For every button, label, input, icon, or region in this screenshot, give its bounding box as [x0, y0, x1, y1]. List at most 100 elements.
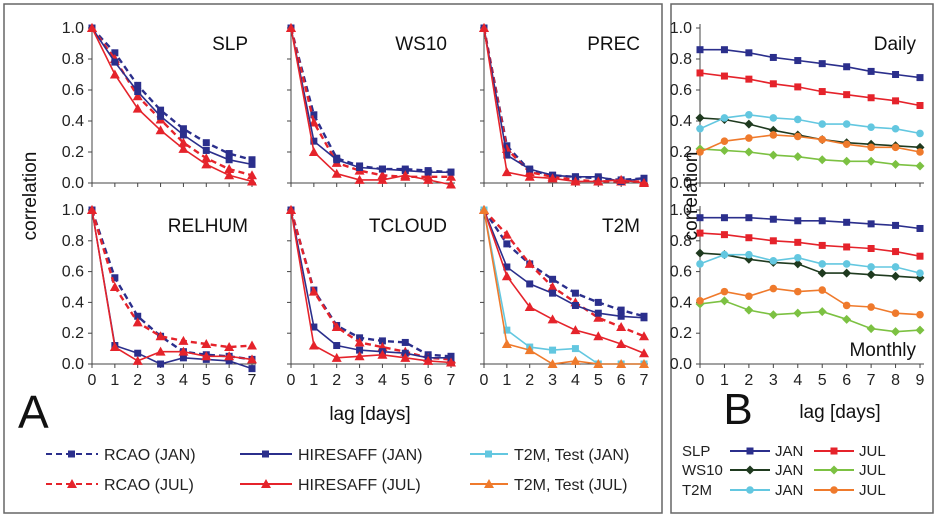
data-point [916, 102, 924, 109]
series-path [699, 252, 921, 279]
x-tick-label: 7 [640, 372, 649, 389]
data-point [818, 260, 827, 268]
series-path [699, 134, 921, 153]
data-point [769, 53, 777, 61]
data-point [503, 240, 511, 248]
x-tick-label: 1 [502, 372, 511, 389]
data-point [891, 159, 901, 169]
data-point [745, 75, 753, 83]
data-point [744, 147, 754, 157]
y-tick-label: 0.2 [62, 325, 84, 342]
data-point [132, 317, 143, 327]
data-point [818, 217, 826, 225]
x-axis-title-b: lag [days] [799, 402, 880, 423]
data-point [111, 58, 119, 66]
data-point [745, 49, 753, 57]
legend-b-var: SLP [682, 443, 710, 460]
data-point [818, 241, 826, 249]
legend-b-var: T2M [682, 482, 712, 499]
data-point [696, 148, 704, 156]
x-tick-label: 6 [225, 372, 234, 389]
legend-a-item: T2M, Test (JUL) [470, 477, 628, 494]
legend-a-item: HIRESAFF (JUL) [240, 477, 421, 494]
data-point [891, 327, 901, 337]
subplot-title: T2M [602, 216, 640, 237]
data-point [424, 168, 432, 176]
y-tick-label: 0.8 [670, 233, 692, 250]
data-point [202, 146, 210, 154]
series-line [479, 23, 649, 187]
data-point [745, 292, 753, 301]
data-point [224, 342, 235, 352]
legend-a-label: RCAO (JAN) [104, 447, 196, 464]
series-path [91, 27, 253, 183]
x-axis-title-a: lag [days] [329, 404, 410, 425]
data-point [696, 46, 704, 54]
data-point [617, 306, 625, 314]
data-point [571, 345, 579, 353]
data-point [109, 342, 120, 352]
subplot-title: WS10 [395, 34, 447, 55]
data-point [571, 289, 579, 297]
data-point [247, 340, 257, 350]
data-point [157, 106, 165, 114]
data-point [867, 67, 875, 75]
data-point [247, 170, 257, 180]
data-point [377, 349, 388, 359]
data-point [719, 296, 729, 306]
legend-b-row: T2M JAN JUL [682, 482, 886, 499]
data-point [769, 257, 778, 265]
data-point [331, 168, 342, 178]
subplot-prec: PREC [479, 23, 649, 187]
legend-a-marker [67, 479, 77, 488]
data-point [179, 131, 187, 139]
data-point [616, 322, 627, 332]
y-tick-label: 0.6 [670, 264, 692, 281]
data-point [501, 271, 512, 281]
x-tick-label: 2 [525, 372, 534, 389]
legend-a-item: RCAO (JUL) [46, 477, 194, 494]
y-axis-title-b: correlation [681, 152, 702, 241]
data-point [867, 123, 875, 131]
data-point [720, 231, 728, 239]
data-point [616, 359, 627, 368]
data-point [817, 307, 827, 317]
data-point [310, 323, 318, 331]
data-point [446, 171, 456, 181]
data-point [818, 88, 826, 96]
legend-a-marker [261, 479, 271, 488]
data-point [744, 119, 754, 129]
data-point [817, 155, 827, 165]
data-point [593, 312, 604, 322]
y-tick-label: 0.6 [62, 264, 84, 281]
data-point [594, 309, 602, 317]
series-line [286, 205, 456, 367]
data-point [570, 325, 581, 335]
data-point [818, 286, 827, 294]
data-point [720, 250, 729, 259]
data-point [916, 148, 924, 156]
series-line [696, 46, 924, 82]
data-point [818, 120, 827, 128]
data-point [720, 72, 728, 80]
data-point [446, 179, 456, 189]
subplot-daily: 0.0 0.2 0.4 0.6 0.8 1.0 Daily [670, 20, 925, 192]
data-point [547, 173, 558, 183]
data-point [224, 164, 235, 174]
data-point [286, 205, 296, 214]
legend-a-marker [68, 450, 75, 458]
data-point [378, 337, 386, 345]
data-point [503, 263, 511, 271]
data-point [479, 23, 489, 32]
series-line [87, 23, 257, 186]
legend-a-label: HIRESAFF (JUL) [298, 477, 421, 494]
x-tick-label: 5 [202, 372, 211, 389]
legend-b-jan-label: JAN [775, 482, 803, 499]
data-point [720, 46, 728, 54]
data-point [87, 23, 97, 32]
data-point [524, 345, 535, 355]
y-tick-label: 0.0 [62, 356, 84, 373]
panel-label-a: A [18, 386, 49, 438]
data-point [720, 214, 728, 222]
